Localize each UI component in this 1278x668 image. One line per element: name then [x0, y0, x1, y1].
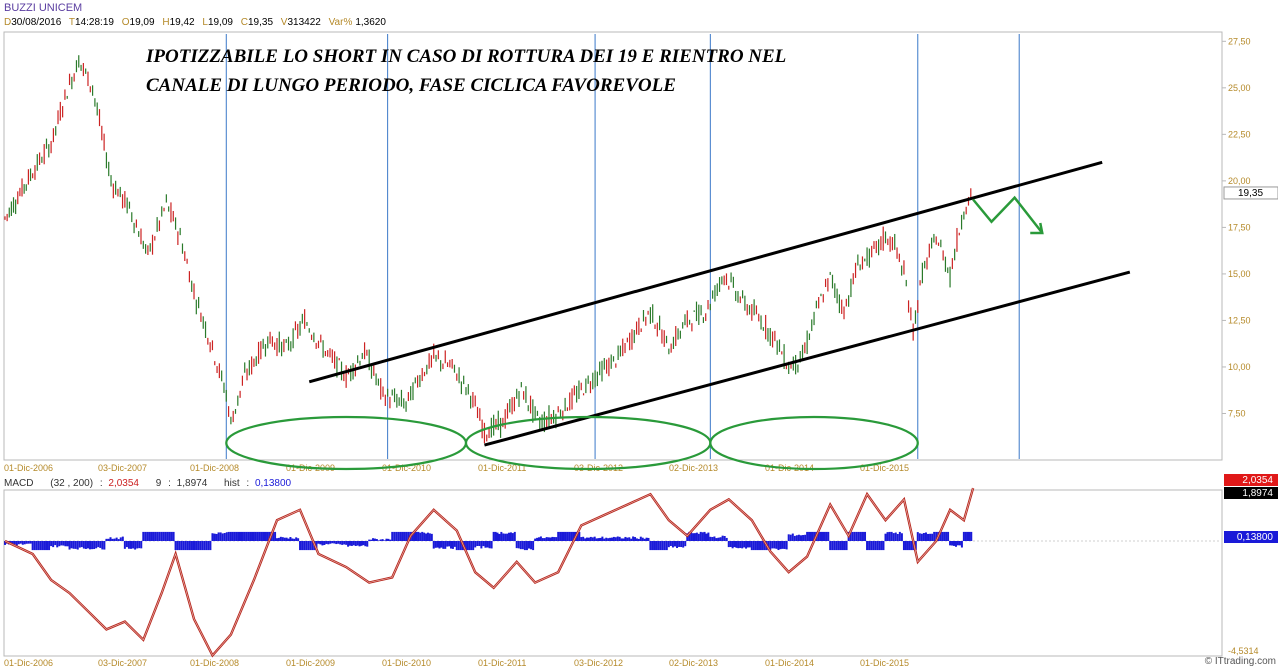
y-tick-label: 27,50 [1228, 36, 1251, 46]
macd-signal-line [4, 488, 974, 656]
low-label: L [202, 17, 208, 28]
y-tick-label: 22,50 [1228, 129, 1251, 139]
y-tick-label: 7,50 [1228, 408, 1246, 418]
macd-x-tick-label: 01-Dic-2011 [478, 658, 526, 668]
date-value: 30/08/2016 [11, 17, 61, 28]
macd-line [4, 487, 975, 658]
y-tick-label: 12,50 [1228, 315, 1251, 325]
cycle-ellipse [709, 415, 919, 471]
cycle-ellipse [225, 415, 468, 471]
high-value: 19,42 [170, 17, 195, 28]
chart-title: BUZZI UNICEM [4, 2, 82, 14]
date-label: D [4, 17, 11, 28]
hist-badge-text: 0,13800 [1237, 532, 1274, 543]
time-label: T [69, 17, 75, 28]
signal-badge [1224, 487, 1278, 499]
high-label: H [162, 17, 169, 28]
macd-badge [1224, 474, 1278, 486]
macd-x-tick-label: 01-Dic-2015 [860, 658, 909, 668]
x-tick-label: 02-Dic-2013 [669, 463, 718, 473]
last-price-badge [1223, 186, 1278, 200]
macd-label: MACD [4, 478, 33, 489]
x-tick-label: 01-Dic-2010 [382, 463, 431, 473]
low-value: 19,09 [208, 17, 233, 28]
macd-x-tick-label: 01-Dic-2010 [382, 658, 431, 668]
macd-x-tick-label: 01-Dic-2014 [765, 658, 814, 668]
macd-x-tick-label: 01-Dic-2009 [286, 658, 335, 668]
var-label: Var% [329, 17, 353, 28]
volume-label: V [281, 17, 288, 28]
macd-value: 2,0354 [108, 478, 139, 489]
macd-params: (32 , 200) [50, 478, 93, 489]
open-value: 19,09 [130, 17, 155, 28]
macd-x-tick-label: 03-Dic-2012 [574, 658, 623, 668]
signal-label: 9 [156, 478, 162, 489]
x-tick-label: 01-Dic-2011 [478, 463, 526, 473]
macd-panel-frame [3, 489, 1223, 657]
cycle-ellipse [464, 415, 712, 471]
macd-x-tick-label: 01-Dic-2006 [4, 658, 53, 668]
macd-legend: MACD (32 , 200) : 2,0354 9 : 1,8974 hist… [4, 478, 292, 489]
y-tick-label: 17,50 [1228, 222, 1251, 232]
close-value: 19,35 [248, 17, 273, 28]
channel-lower-line [484, 270, 1131, 447]
signal-badge-text: 1,8974 [1242, 488, 1273, 499]
forecast-arrow [972, 195, 1044, 234]
x-tick-label: 01-Dic-2006 [4, 463, 53, 473]
x-tick-label: 01-Dic-2008 [190, 463, 239, 473]
y-tick-label: 10,00 [1228, 362, 1251, 372]
price-panel: 27,50 25,00 22,50 20,00 17,50 15,00 12,50 10,00… [4, 34, 1278, 473]
macd-panel: 01-Dic-2006 03-Dic-2007 01-Dic-2008 01-Dic-… [4, 487, 1221, 668]
signal-value: 1,8974 [177, 478, 208, 489]
hist-label: hist [224, 478, 240, 489]
ohlc-header: D30/08/2016 T14:28:19 O19,09 H19,42 L19,… [4, 17, 386, 28]
macd-x-tick-label: 03-Dic-2007 [98, 658, 147, 668]
annotation-line1: IPOTIZZABILE LO SHORT IN CASO DI ROTTURA… [145, 46, 786, 67]
price-panel-frame [3, 31, 1223, 461]
volume-value: 313422 [287, 17, 321, 28]
macd-badge-text: 2,0354 [1242, 475, 1273, 486]
open-label: O [122, 17, 130, 28]
channel-upper-line [308, 160, 1103, 384]
y-tick-label: 15,00 [1228, 269, 1251, 279]
close-label: C [241, 17, 248, 28]
credit-text: © ITtrading.com [1205, 656, 1276, 667]
y-tick-label: 20,00 [1228, 176, 1251, 186]
annotation-line2: CANALE DI LUNGO PERIODO, FASE CICLICA FA… [146, 75, 676, 96]
macd-x-tick-label: 02-Dic-2013 [669, 658, 718, 668]
hist-value: 0,13800 [255, 478, 292, 489]
hist-badge [1224, 531, 1278, 543]
last-price-label: 19,35 [1238, 188, 1263, 199]
forecast-arrowhead [1030, 222, 1044, 235]
x-tick-label: 01-Dic-2015 [860, 463, 909, 473]
macd-x-tick-label: 01-Dic-2008 [190, 658, 239, 668]
macd-min-label: -4,5314 [1228, 646, 1259, 656]
svg-text:D30/08/2016 T14:28:19: D30/08/2016 T14:28:19 O19,09 H19,42 L19,… [4, 17, 386, 28]
y-tick-label: 25,00 [1228, 83, 1251, 93]
time-value: 14:28:19 [75, 17, 114, 28]
x-tick-label: 03-Dic-2007 [98, 463, 147, 473]
var-value: 1,3620 [355, 17, 386, 28]
